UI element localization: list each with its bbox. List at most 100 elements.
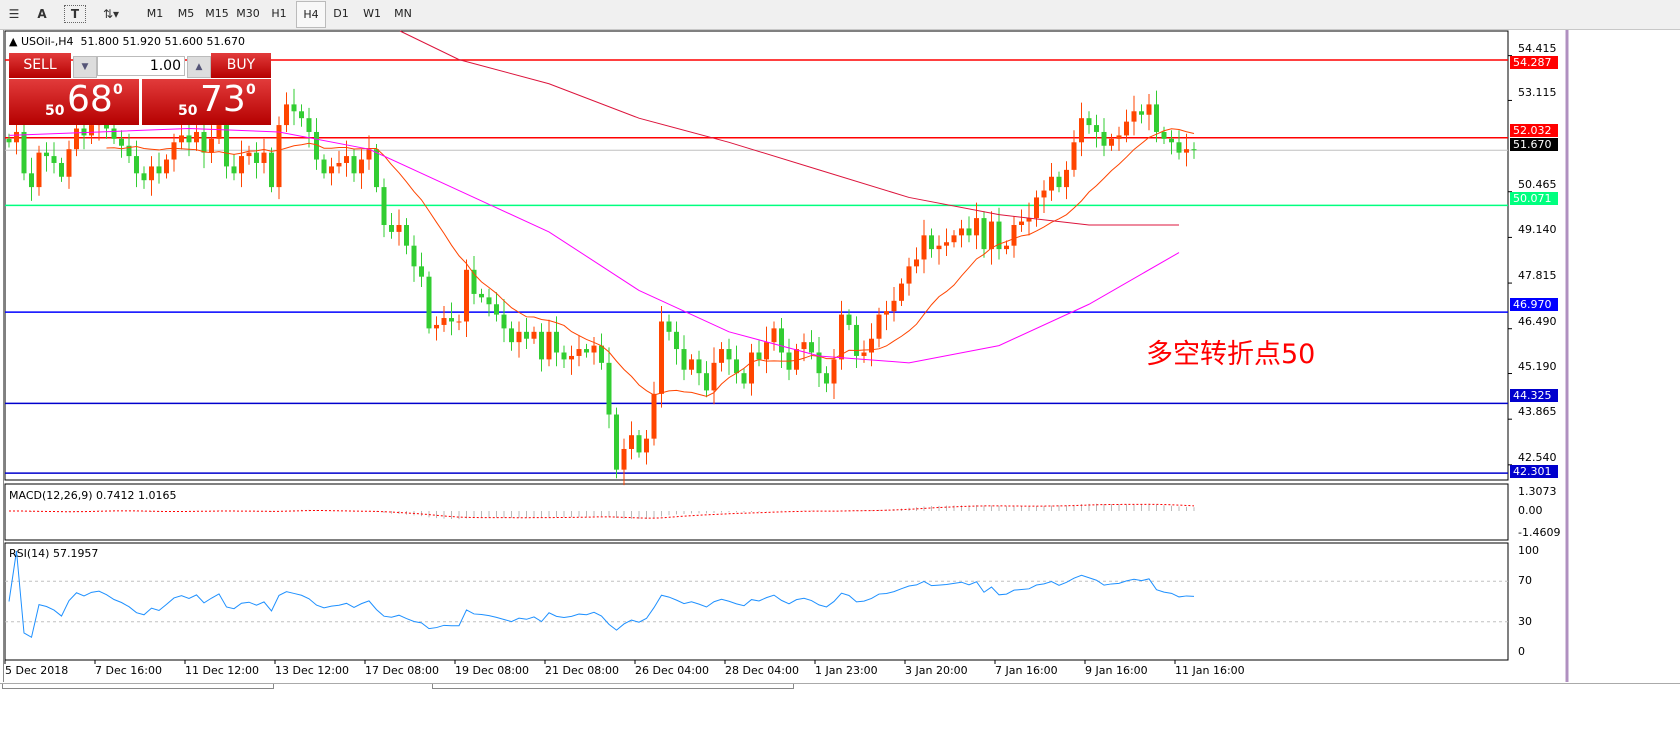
time-axis-label: 11 Jan 16:00 [1175, 664, 1245, 677]
candle-body [794, 349, 799, 370]
candle-body [366, 149, 372, 160]
candle-body [126, 145, 132, 157]
timeframe-m30[interactable]: M30 [236, 7, 260, 20]
candle-body [501, 314, 507, 329]
time-axis-label: 7 Jan 16:00 [995, 664, 1058, 677]
candle-body [584, 349, 589, 353]
candle-body [1139, 111, 1144, 115]
candle-body [194, 131, 199, 143]
timeframe-m1[interactable]: M1 [146, 7, 164, 20]
buy-price-prefix: 50 [178, 103, 198, 119]
candle-body [944, 242, 949, 246]
time-axis-label: 21 Dec 08:00 [545, 664, 619, 677]
candle-body [1184, 149, 1189, 153]
symbol-header: ▲ USOil-,H4 51.800 51.920 51.600 51.670 [9, 35, 245, 48]
candle-body [239, 156, 244, 174]
time-axis-label: 13 Dec 12:00 [275, 664, 349, 677]
timeframe-m15[interactable]: M15 [205, 7, 229, 20]
rsi-axis-label: 70 [1518, 574, 1532, 588]
rsi-line [8, 550, 1195, 639]
buy-button[interactable]: BUY [211, 53, 271, 78]
level-price-tag: 44.325 [1510, 389, 1558, 403]
timeframe-mn[interactable]: MN [394, 7, 412, 20]
candle-body [1034, 197, 1039, 219]
candle-body [854, 324, 859, 356]
lot-size-input[interactable] [97, 56, 185, 76]
candle-body [486, 297, 492, 305]
candle-body [839, 314, 844, 360]
candle-body [906, 266, 912, 284]
candle-body [321, 159, 327, 174]
candle-body [179, 135, 184, 143]
candle-body [216, 125, 222, 139]
timeframe-h1[interactable]: H1 [271, 7, 287, 20]
text-tool-button[interactable]: A [37, 7, 47, 21]
candle-body [666, 321, 672, 332]
candle-body [269, 152, 274, 188]
candle-body [824, 373, 829, 384]
candle-body [284, 104, 289, 126]
buy-price-main: 73 [200, 79, 246, 120]
candle-body [119, 138, 124, 146]
lot-decrease-button[interactable]: ▼ [73, 56, 97, 78]
sell-button[interactable]: SELL [9, 53, 71, 78]
candle-body [276, 125, 282, 188]
candle-body [861, 352, 867, 356]
candle-body [381, 187, 387, 226]
chart-tab[interactable] [2, 684, 274, 689]
arrows-tool-icon[interactable]: ⇅▾ [102, 7, 120, 21]
candle-body [1049, 176, 1054, 191]
candle-body [1161, 131, 1167, 139]
candle-body [261, 152, 267, 163]
candle-body [104, 121, 109, 129]
price-axis-label: 42.540 [1518, 450, 1557, 464]
timeframe-h4[interactable]: H4 [296, 1, 326, 28]
level-price-tag: 50.071 [1510, 191, 1558, 205]
candle-body [681, 349, 687, 370]
candle-body [741, 373, 747, 384]
candle-body [756, 352, 762, 360]
candle-body [1101, 131, 1107, 146]
candle-body [509, 328, 514, 343]
timeframe-d1[interactable]: D1 [333, 7, 349, 20]
candle-body [479, 293, 484, 298]
candle-body [14, 131, 19, 143]
candle-body [1026, 218, 1032, 222]
moving-average-medium [8, 128, 1180, 364]
lot-increase-button[interactable]: ▲ [187, 56, 211, 78]
sell-price-button[interactable]: 50 68 0 [9, 79, 139, 125]
text-label-tool-button[interactable]: T [64, 5, 86, 23]
candle-body [516, 331, 522, 343]
candle-body [921, 235, 927, 260]
timeframe-w1[interactable]: W1 [363, 7, 381, 20]
candle-body [809, 342, 814, 353]
candle-body [764, 342, 769, 360]
main-chart-border [4, 30, 1509, 481]
price-axis-label: 49.140 [1518, 223, 1557, 237]
price-axis-label: 43.865 [1518, 405, 1557, 419]
buy-price-button[interactable]: 50 73 0 [142, 79, 271, 125]
fibonacci-tool-icon[interactable]: ☰ [8, 7, 20, 21]
candle-body [59, 162, 64, 177]
candle-body [291, 104, 297, 112]
candle-body [689, 359, 694, 370]
rsi-label: RSI(14) 57.1957 [9, 547, 99, 560]
level-price-tag: 54.287 [1510, 55, 1558, 69]
chart-tab[interactable] [432, 684, 794, 689]
candle-body [696, 359, 702, 374]
candle-body [554, 331, 559, 353]
candle-body [411, 245, 417, 267]
timeframe-m5[interactable]: M5 [177, 7, 195, 20]
candle-body [869, 338, 874, 353]
candle-body [914, 259, 919, 267]
candle-body [1146, 104, 1152, 115]
candle-body [471, 269, 477, 294]
price-axis-label: 47.815 [1518, 269, 1557, 283]
candle-body [734, 359, 739, 374]
candle-body [419, 266, 424, 277]
candle-body [771, 328, 777, 343]
sell-price-main: 68 [67, 79, 113, 120]
candle-body [884, 311, 889, 315]
candle-body [186, 135, 192, 143]
